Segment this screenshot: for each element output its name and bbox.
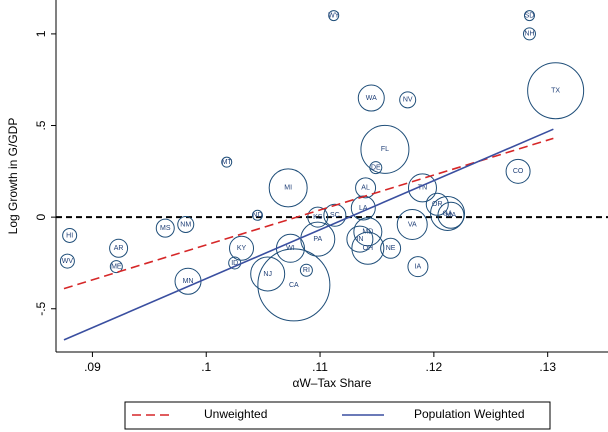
bubble-label: PA xyxy=(313,236,322,243)
bubble-label: IN xyxy=(356,236,363,243)
bubble xyxy=(299,263,313,277)
bubble xyxy=(396,208,428,240)
bubble-label: TX xyxy=(551,88,560,95)
bubble xyxy=(251,209,263,221)
bubble-label: MN xyxy=(183,278,194,285)
bubble-label: NV xyxy=(403,97,413,104)
legend-box xyxy=(124,401,551,430)
bubble xyxy=(522,27,536,41)
bubble-label: KS xyxy=(313,214,323,221)
y-axis-label: Log Growth in G/GDP xyxy=(6,118,20,235)
bubble xyxy=(357,84,385,112)
bubble-label: ID xyxy=(231,260,238,267)
legend-label: Population Weighted xyxy=(414,407,525,421)
x-tick-label: .11 xyxy=(312,360,328,374)
bubble-label: AL xyxy=(361,185,370,192)
x-tick-label: .1 xyxy=(201,360,211,374)
bubble xyxy=(355,177,377,199)
bubble xyxy=(59,253,75,269)
y-tick-label: -.5 xyxy=(34,301,48,315)
bubble xyxy=(505,158,531,184)
bubble xyxy=(353,217,383,247)
bubble xyxy=(307,206,329,228)
bubble-label: RI xyxy=(303,267,310,274)
bubble xyxy=(437,201,465,229)
bubble-label: NE xyxy=(386,245,396,252)
y-tick-label: 1 xyxy=(34,30,48,37)
bubble-label: MI xyxy=(284,185,292,192)
bubble-label: WV xyxy=(62,258,74,265)
bubble xyxy=(430,195,466,231)
bubble-label: NM xyxy=(180,221,191,228)
bubble xyxy=(346,225,374,253)
bubble xyxy=(177,215,195,233)
bubble xyxy=(399,91,417,109)
bubble xyxy=(527,62,585,120)
bubble-label: CO xyxy=(513,168,524,175)
fit-line xyxy=(63,128,554,341)
bubble-label: FL xyxy=(381,146,389,153)
bubble xyxy=(323,203,347,227)
x-tick-label: .12 xyxy=(426,360,443,374)
bubble-label: DE xyxy=(371,165,381,172)
bubble xyxy=(407,173,437,203)
legend-label: Unweighted xyxy=(204,407,267,421)
bubble-label: AR xyxy=(114,245,124,252)
bubble-label: OH xyxy=(363,245,374,252)
bubble-label: GA xyxy=(442,210,452,217)
bubble-label: SD xyxy=(525,12,535,19)
bubble xyxy=(360,124,410,174)
bubble xyxy=(300,221,336,257)
bubble-label: ND xyxy=(252,212,262,219)
bubble xyxy=(268,168,308,208)
bubble-label: WI xyxy=(286,245,295,252)
bubble xyxy=(407,256,429,278)
bubble xyxy=(351,231,385,265)
y-tick-label: 0 xyxy=(34,213,48,220)
bubble-label: VA xyxy=(408,221,417,228)
bubble-label: IA xyxy=(415,263,422,270)
bubble xyxy=(425,192,449,216)
bubble-label: NJ xyxy=(263,271,272,278)
bubble-label: NH xyxy=(524,31,534,38)
bubble-label: MS xyxy=(160,225,171,232)
x-axis-label: αW–Tax Share xyxy=(293,376,372,390)
fit-line xyxy=(63,137,554,290)
bubble-label: WY xyxy=(328,12,340,19)
bubble xyxy=(221,156,233,168)
x-tick-label: .09 xyxy=(84,360,101,374)
x-tick-label: .13 xyxy=(539,360,556,374)
bubble xyxy=(62,227,78,243)
bubble-label: OR xyxy=(432,201,443,208)
bubble xyxy=(328,10,340,22)
bubble xyxy=(380,237,402,259)
bubble xyxy=(109,238,129,258)
bubble xyxy=(523,10,535,22)
y-tick-label: .5 xyxy=(34,120,48,130)
bubble xyxy=(257,248,331,322)
bubble xyxy=(229,235,255,261)
bubble xyxy=(109,260,123,274)
bubble-label: LA xyxy=(359,205,368,212)
bubble-label: MA xyxy=(446,212,457,219)
bubble-label: SC xyxy=(330,212,340,219)
bubble-label: HI xyxy=(66,232,73,239)
bubble-label: KY xyxy=(237,245,247,252)
bubble-label: WA xyxy=(366,95,377,102)
bubble xyxy=(250,256,286,292)
bubble xyxy=(155,218,175,238)
bubble xyxy=(369,161,383,175)
bubble-label: TN xyxy=(418,185,427,192)
bubble-label: MT xyxy=(222,159,233,166)
bubble-label: CA xyxy=(289,282,299,289)
bubble-label: ME xyxy=(111,263,122,270)
